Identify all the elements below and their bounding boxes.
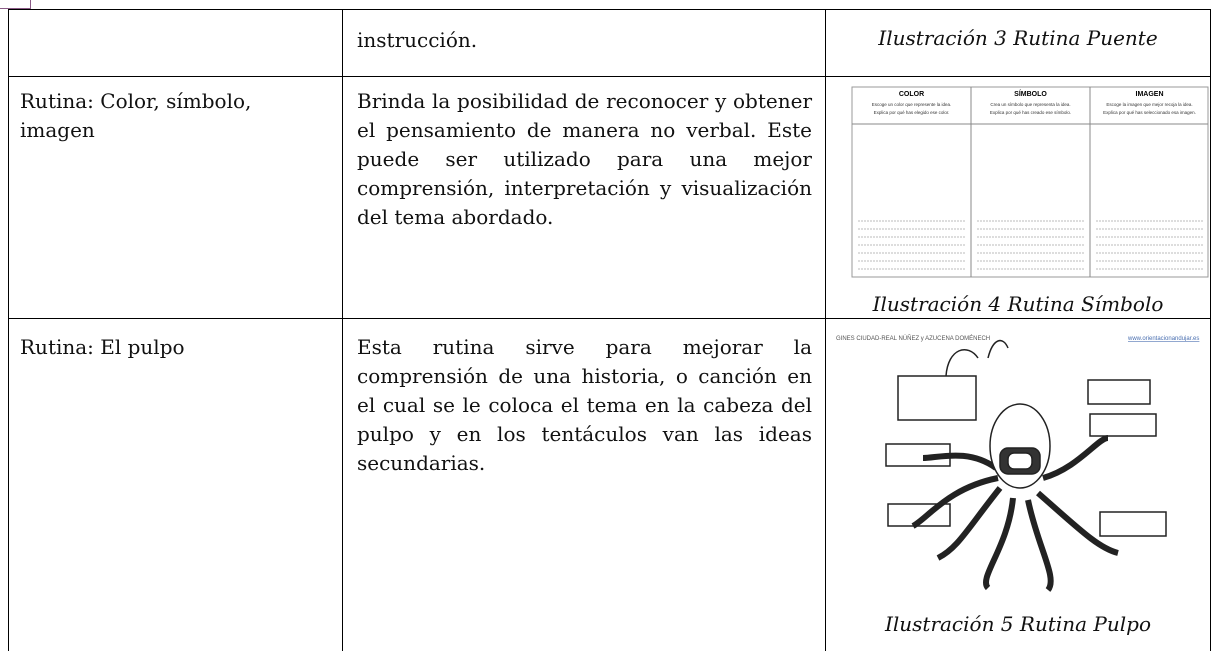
caption: Ilustración 3 Rutina Puente (878, 26, 1158, 50)
image-credit: GINES CIUDAD-REAL NÚÑEZ y AZUCENA DOMÉNE… (836, 335, 990, 342)
mask-glass (1007, 452, 1033, 470)
head (989, 403, 1051, 489)
caption: Ilustración 4 Rutina Símbolo (872, 292, 1164, 316)
worksheet-columns: COLOR Escoge un color que represente la i… (858, 89, 1203, 270)
column-heading: SÍMBOLO (1014, 89, 1047, 98)
column-heading: COLOR (899, 91, 924, 98)
border (825, 9, 826, 651)
image-url: www.orientacionandujar.es (1127, 336, 1199, 342)
column-bullet: Crea un símbolo que representa la idea. (990, 102, 1070, 107)
label-box (1087, 379, 1151, 405)
column-bullet: Escoge un color que represente la idea. (872, 102, 952, 107)
corner-mark (0, 0, 31, 9)
label-box (1099, 511, 1167, 537)
border (342, 9, 343, 651)
caption: Ilustración 5 Rutina Pulpo (884, 612, 1152, 636)
cell-text: Rutina: Color, símbolo, imagen (20, 89, 252, 142)
label-box (1089, 413, 1157, 437)
column-bullet: Escoge la imagen que mejor recoja la ide… (1106, 102, 1192, 107)
cell-text: Rutina: El pulpo (20, 335, 185, 359)
worksheet-image: COLOR Escoge un color que represente la i… (851, 86, 1209, 278)
label-box (897, 375, 977, 421)
border (8, 9, 9, 651)
octopus-image: GINES CIUDAD-REAL NÚÑEZ y AZUCENA DOMÉNE… (836, 335, 1199, 592)
cell-text: instrucción. (357, 28, 478, 52)
octopus (885, 339, 1167, 592)
border (8, 9, 1210, 10)
cell-text: Esta rutina sirve para mejorar la compre… (357, 335, 812, 475)
column-bullet: Explica por qué has creado ese símbolo. (990, 110, 1071, 115)
border (8, 76, 1210, 77)
cell-text: Brinda la posibilidad de reconocer y obt… (357, 89, 812, 229)
column-heading: IMAGEN (1136, 91, 1164, 98)
frame (851, 86, 1209, 278)
column-bullet: Explica por qué has seleccionado esa ima… (1103, 110, 1196, 115)
column-bullet: Explica por qué has elegido ese color. (874, 110, 950, 115)
border (1210, 9, 1211, 651)
border (8, 318, 1210, 319)
